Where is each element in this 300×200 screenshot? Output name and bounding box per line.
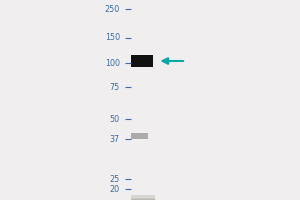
Bar	[130, 195, 154, 198]
Bar	[130, 197, 154, 199]
Bar	[130, 197, 154, 200]
Bar	[130, 197, 154, 199]
Bar	[130, 196, 154, 199]
Text: 50: 50	[110, 114, 120, 123]
Bar	[130, 196, 154, 199]
Bar	[130, 197, 154, 199]
Bar	[130, 195, 154, 198]
Bar	[130, 197, 154, 200]
Bar	[130, 195, 154, 198]
Bar	[130, 196, 154, 199]
Bar	[130, 196, 154, 199]
Bar	[130, 196, 154, 199]
Bar	[130, 196, 154, 199]
Bar	[130, 196, 154, 198]
Bar	[130, 197, 154, 200]
Bar	[130, 197, 154, 199]
Bar	[130, 197, 154, 199]
Bar	[130, 196, 154, 198]
Bar	[130, 197, 154, 199]
Bar	[130, 197, 154, 200]
Bar	[131, 133, 148, 139]
Bar	[130, 195, 154, 198]
Bar	[130, 197, 154, 200]
Text: 25: 25	[110, 174, 120, 184]
Bar	[130, 196, 154, 198]
Text: 100: 100	[105, 58, 120, 68]
Bar	[130, 197, 154, 200]
Bar	[130, 196, 154, 199]
Bar	[130, 196, 154, 199]
Bar	[130, 197, 154, 199]
Bar	[130, 197, 154, 200]
Bar	[130, 197, 154, 200]
Bar	[130, 196, 154, 198]
Bar	[130, 196, 154, 199]
Bar	[130, 197, 154, 200]
Bar	[130, 195, 154, 198]
Bar	[130, 195, 154, 198]
Bar	[130, 196, 154, 199]
Bar	[130, 195, 154, 198]
Bar	[130, 196, 154, 198]
Bar	[130, 197, 154, 199]
Bar	[130, 197, 154, 199]
Bar	[130, 196, 154, 199]
Text: 150: 150	[105, 33, 120, 43]
Bar	[130, 195, 154, 198]
Bar	[130, 197, 154, 199]
Bar	[130, 196, 154, 198]
Bar	[130, 196, 154, 199]
Bar	[130, 197, 154, 200]
Bar	[130, 197, 154, 199]
Bar	[130, 196, 154, 198]
Bar	[130, 195, 154, 198]
Bar	[130, 196, 154, 198]
Bar	[130, 196, 154, 199]
Bar	[130, 197, 154, 200]
Bar	[130, 197, 154, 199]
Bar	[130, 195, 154, 198]
Text: 75: 75	[110, 83, 120, 92]
Bar	[130, 195, 154, 198]
Bar	[130, 55, 153, 66]
Bar	[130, 197, 154, 199]
Bar	[130, 195, 154, 198]
Bar	[130, 197, 154, 200]
Bar	[130, 197, 154, 200]
Bar	[130, 196, 154, 198]
Bar	[130, 197, 154, 199]
Bar	[130, 195, 154, 198]
Bar	[130, 196, 154, 199]
Bar	[130, 196, 154, 198]
Bar	[130, 195, 154, 198]
Text: 20: 20	[110, 184, 120, 194]
Bar	[130, 197, 154, 200]
Bar	[130, 196, 154, 199]
Bar	[130, 196, 154, 198]
Bar	[130, 196, 154, 198]
Bar	[130, 196, 154, 198]
Bar	[130, 198, 154, 200]
Text: 37: 37	[110, 134, 120, 144]
Bar	[130, 197, 154, 200]
Bar	[130, 196, 154, 199]
Text: 250: 250	[105, 4, 120, 14]
Bar	[130, 196, 154, 198]
Bar	[130, 197, 154, 200]
Bar	[130, 195, 154, 198]
Bar	[130, 196, 154, 198]
Bar	[130, 196, 154, 198]
Bar	[130, 197, 154, 199]
Bar	[130, 196, 154, 198]
